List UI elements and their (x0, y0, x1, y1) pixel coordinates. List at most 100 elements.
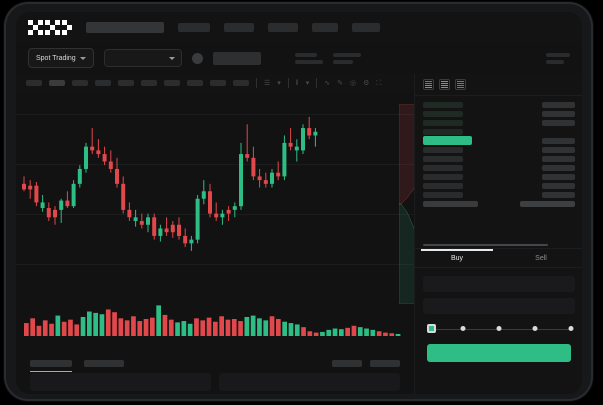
tab-open-orders[interactable] (30, 360, 72, 372)
orderbook-row[interactable] (423, 172, 575, 181)
timeframe-5[interactable] (118, 80, 134, 86)
gridline-1 (16, 164, 414, 165)
orderbook-row[interactable] (423, 145, 575, 154)
buy-sell-tabs: Buy Sell (415, 248, 582, 268)
timeframe-4[interactable] (95, 80, 111, 86)
pencil-icon[interactable]: ✎ (337, 79, 343, 87)
orders-placeholder-left (30, 373, 211, 391)
nav-item-5[interactable] (352, 22, 380, 32)
stat-24h-change (332, 52, 361, 64)
orders-placeholder-right (219, 373, 400, 391)
orders-tabs (16, 354, 414, 372)
orderbook-scrollbar[interactable] (423, 244, 548, 246)
action-hide-other-pairs[interactable] (332, 360, 362, 367)
tab-sell[interactable]: Sell (535, 255, 547, 262)
timeframe-8[interactable] (187, 80, 203, 86)
price-chart[interactable] (16, 92, 414, 354)
orderbook-ask-bar (541, 173, 575, 180)
timeframe-3[interactable] (72, 80, 88, 86)
orderbook-bid-bar (423, 101, 463, 108)
nav-item-4[interactable] (312, 22, 338, 32)
toolbar-divider-3 (316, 78, 318, 88)
orderbook-ask-bar (541, 119, 575, 126)
fullscreen-icon[interactable]: ⛶ (376, 79, 382, 87)
timeframe-9[interactable] (210, 80, 226, 86)
orderbook-view-bids-icon[interactable] (439, 79, 450, 90)
toolbar-divider-1 (256, 78, 257, 88)
orderbook-row[interactable] (423, 109, 575, 118)
orderbook-bid-bar (423, 164, 463, 171)
orderbook-view-asks-icon[interactable] (455, 79, 466, 90)
nav-items-group (178, 22, 380, 32)
orderbook-row[interactable] (423, 181, 575, 190)
indicator-icon[interactable]: ☰ (264, 79, 271, 87)
orderbook-row[interactable] (423, 154, 575, 163)
orderbook-ask-bar (541, 182, 575, 189)
orderbook-row[interactable] (423, 136, 575, 145)
chevron-down-icon (79, 56, 86, 60)
orderbook-view-both-icon[interactable] (423, 79, 434, 90)
order-price-input[interactable] (423, 276, 575, 292)
orderbook-bid-bar (423, 182, 463, 189)
orderbook-bid-bar (423, 191, 463, 198)
stat-last-price (294, 52, 323, 64)
orderbook-bid-bar (423, 119, 463, 126)
orderbook-row[interactable] (423, 100, 575, 109)
orderbook-ask-bar (541, 137, 575, 144)
orderbook-ask-bar (541, 101, 575, 108)
toolbar-divider-2 (287, 78, 289, 88)
order-amount-input[interactable] (423, 298, 575, 314)
chart-type-icon[interactable]: ‖ (295, 79, 299, 87)
nav-item-3[interactable] (268, 22, 298, 32)
slider-step-100[interactable] (568, 326, 574, 331)
device-screen: Spot Trading (16, 12, 582, 394)
orderbook-bid-bar (423, 146, 463, 153)
pair-info-bar: Spot Trading (16, 42, 582, 74)
orderbook-trade-panel: Buy Sell (414, 74, 582, 394)
orderbook-view-modes (415, 74, 582, 96)
nav-item-2[interactable] (224, 22, 254, 32)
settings-icon[interactable]: ⚙ (363, 79, 370, 87)
orderbook-row[interactable] (423, 199, 575, 208)
orderbook-bid-bar (423, 110, 463, 117)
orderbook-ask-bar (520, 200, 575, 207)
tab-buy[interactable]: Buy (415, 249, 499, 267)
trading-pair-dropdown[interactable] (103, 49, 182, 67)
slider-step-75[interactable] (532, 326, 538, 331)
order-amount-slider[interactable] (427, 324, 574, 336)
line-tool-icon[interactable]: ∿ (324, 79, 331, 87)
timeframe-1[interactable] (26, 80, 42, 86)
global-search-input[interactable] (86, 21, 164, 33)
orderbook-ask-bar (541, 191, 575, 198)
device-frame: Spot Trading (6, 4, 591, 399)
orderbook-ask-bar (541, 155, 575, 162)
orderbook-row[interactable] (423, 127, 575, 136)
nav-item-1[interactable] (178, 22, 210, 32)
camera-icon[interactable]: ◎ (349, 79, 357, 87)
timeframe-6[interactable] (141, 80, 157, 86)
orderbook-row[interactable] (423, 190, 575, 199)
slider-handle[interactable] (427, 324, 436, 333)
depth-chart-overlay (399, 104, 414, 304)
orderbook-row[interactable] (423, 118, 575, 127)
timeframe-7[interactable] (164, 80, 180, 86)
place-buy-order-button[interactable] (427, 344, 571, 362)
chevron-down-icon[interactable]: ▾ (277, 79, 281, 87)
orderbook-bid-bar (423, 173, 463, 180)
okx-logo-icon[interactable] (28, 19, 72, 35)
slider-step-50[interactable] (496, 326, 502, 331)
stat-24h-volume (546, 52, 570, 64)
orderbook-row[interactable] (423, 163, 575, 172)
timeframe-10[interactable] (233, 80, 249, 86)
orderbook-bid-bar (423, 136, 472, 145)
slider-step-25[interactable] (460, 326, 466, 331)
chevron-down-icon-pair (168, 56, 175, 60)
market-type-dropdown[interactable]: Spot Trading (28, 48, 94, 68)
chevron-down-icon-2[interactable]: ▾ (305, 79, 310, 87)
orders-content (16, 367, 414, 391)
timeframe-2[interactable] (49, 80, 65, 86)
tab-order-history[interactable] (84, 360, 124, 367)
orderbook-rows[interactable] (415, 96, 582, 248)
orderbook-ask-bar (541, 164, 575, 171)
action-cancel-all[interactable] (370, 360, 400, 367)
